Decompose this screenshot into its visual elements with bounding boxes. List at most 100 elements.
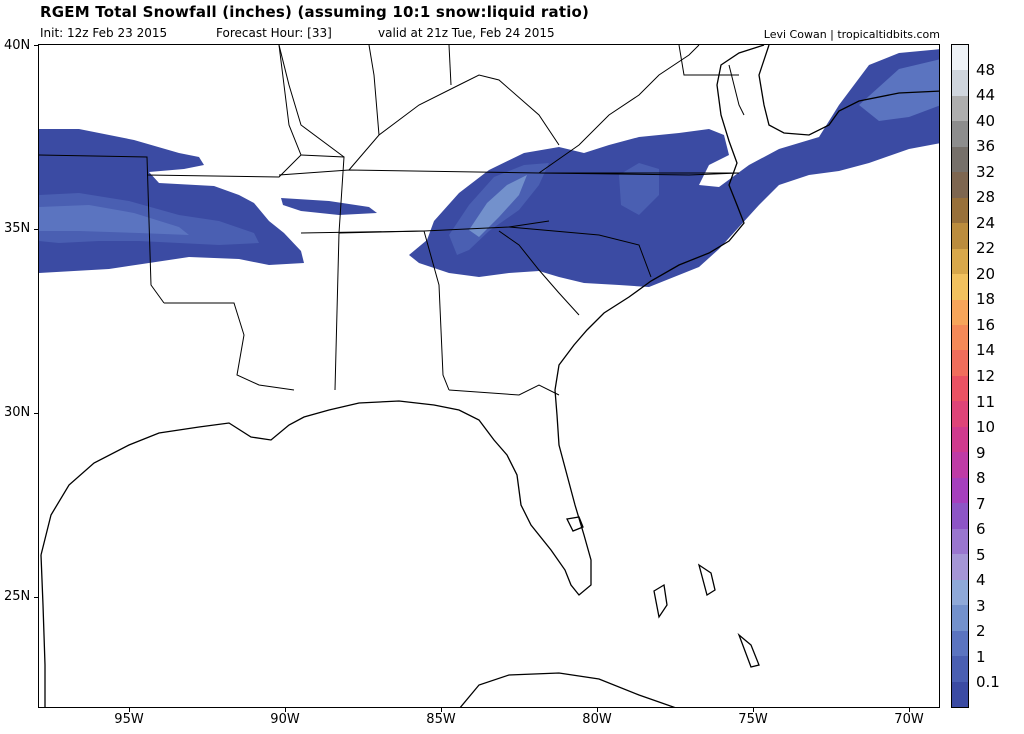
colorbar-label: 22 [976,239,996,258]
colorbar-label: 5 [976,545,986,564]
tn-south-border [300,220,550,234]
colorbar-label: 40 [976,111,996,130]
colorbar-label: 6 [976,520,986,539]
snowfall-colorbar [951,44,969,708]
ne-coast [758,45,939,136]
lat-label-30n: 30N [4,405,31,420]
pa-border [678,45,739,76]
ky-oh-border [348,74,560,171]
cuba-coast [459,672,676,707]
snow-band-main-light [469,175,527,237]
snow-band-nc-core [619,163,659,215]
ms-al-border [300,154,345,391]
nc-sc-border [508,226,652,278]
colorbar-swatch [952,274,968,300]
snowfall-shading [39,49,939,287]
texas-coast [40,554,46,707]
map-title: RGEM Total Snowfall (inches) (assuming 1… [40,3,590,21]
colorbar-swatch [952,121,968,147]
colorbar-swatch [952,172,968,198]
snow-band-mid [281,198,377,215]
colorbar-label: 20 [976,264,996,283]
colorbar-label: 2 [976,622,986,641]
lat-tick [34,229,39,230]
ga-sc-border [498,230,580,316]
mo-border [278,45,345,158]
state-borders [39,45,745,396]
snow-band-main [409,49,939,287]
colorbar-label: 3 [976,596,986,615]
colorbar-swatch [952,44,968,71]
snowfall-map [39,45,939,707]
colorbar-label: 28 [976,188,996,207]
snow-band-ne-core [859,59,939,121]
bahamas-3 [737,632,760,668]
lon-tick [441,707,442,712]
colorbar-swatch [952,401,968,427]
colorbar-swatch [952,375,968,402]
lon-tick [597,707,598,712]
ok-tx-border [39,154,165,304]
colorbar-swatch [952,324,968,351]
colorbar-swatch [952,630,968,657]
forecast-hour: Forecast Hour: [33] [216,26,332,40]
lon-tick [909,707,910,712]
gulf-coast [40,45,765,596]
colorbar-label: 48 [976,60,996,79]
lon-label-85w: 85W [426,712,456,727]
colorbar-swatch [952,656,968,682]
colorbar-label: 44 [976,86,996,105]
bahamas-1 [653,583,668,619]
colorbar-swatch [952,554,968,580]
colorbar-label: 36 [976,137,996,156]
colorbar-label: 18 [976,290,996,309]
colorbar-swatch [952,477,968,504]
in-oh-border [448,45,452,86]
colorbar-swatch [952,197,968,224]
colorbar-swatch [952,299,968,325]
map-panel [38,44,940,708]
colorbar-swatch [952,350,968,376]
va-wv-border [538,45,700,174]
colorbar-swatch [952,70,968,96]
colorbar-swatch [952,528,968,555]
colorbar-label: 9 [976,443,986,462]
lon-label-80w: 80W [582,712,612,727]
lat-tick [34,413,39,414]
lat-label-35n: 35N [4,221,31,236]
valid-time: valid at 21z Tue, Feb 24 2015 [378,26,555,40]
colorbar-swatch [952,248,968,275]
lon-label-90w: 90W [270,712,300,727]
florida-lake [566,516,584,532]
colorbar-swatch [952,681,968,707]
colorbar-swatch [952,605,968,631]
colorbar-label: 7 [976,494,986,513]
lon-label-70w: 70W [894,712,924,727]
colorbar-label: 24 [976,213,996,232]
colorbar-label: 14 [976,341,996,360]
snow-band-west-light [39,205,189,235]
lat-label-25n: 25N [4,589,31,604]
bahamas-2 [697,563,716,597]
colorbar-label: 12 [976,367,996,385]
ga-fl-border [448,384,560,396]
colorbar-label: 16 [976,315,996,334]
colorbar-label: 32 [976,162,996,181]
coastlines [40,45,939,707]
md-de-border [728,64,745,116]
colorbar-label: 11 [976,392,996,411]
lon-tick [129,707,130,712]
lat-label-40n: 40N [4,38,31,53]
lat-tick [34,597,39,598]
colorbar-swatch [952,579,968,606]
colorbar-label: 0.1 [976,673,1000,692]
lat-tick [34,45,39,46]
la-border [164,302,295,391]
lon-tick [285,707,286,712]
colorbar-label: 4 [976,571,986,590]
colorbar-swatch [952,223,968,249]
colorbar-label: 1 [976,647,986,666]
il-in-border [368,45,380,136]
colorbar-swatch [952,503,968,529]
colorbar-swatch [952,426,968,453]
